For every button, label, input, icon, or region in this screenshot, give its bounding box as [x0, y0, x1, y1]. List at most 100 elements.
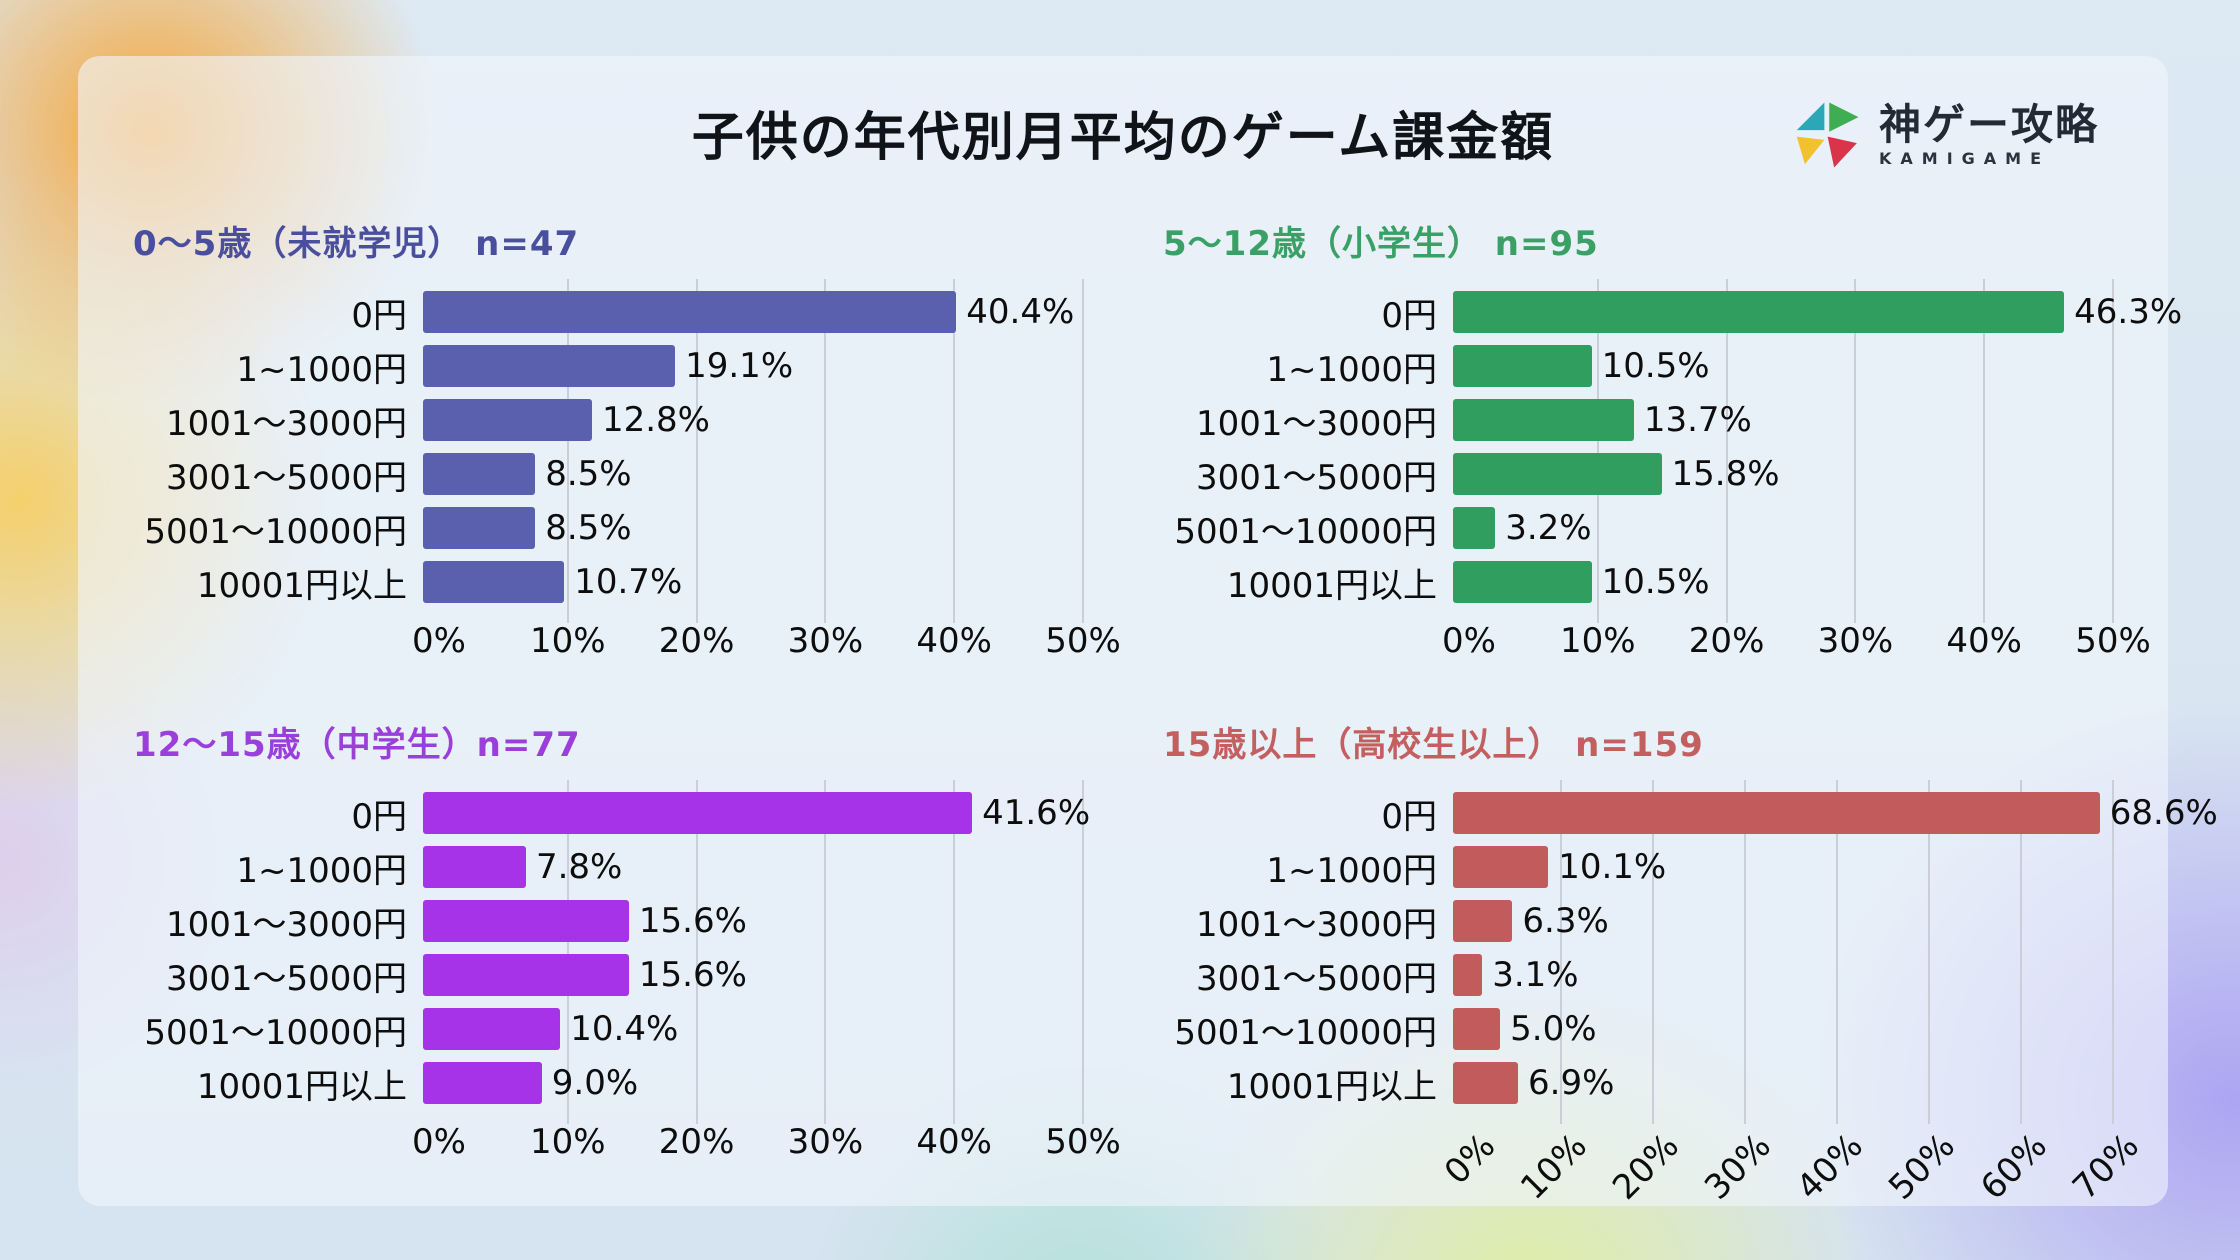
category-label: 10001円以上 — [1226, 1066, 1437, 1107]
category-label: 5001〜10000円 — [144, 511, 407, 552]
bar-area: 6.3% — [1453, 900, 2113, 942]
x-axis-1: 0% 10% 20% 30% 40% 50% — [1442, 609, 2151, 665]
bar-area: 68.6% — [1453, 792, 2218, 834]
bar — [1453, 291, 2065, 333]
bar-area: 10.5% — [1453, 561, 2113, 603]
chart-row: 1~1000円 10.1% — [1163, 840, 2113, 894]
chart-row: 1001〜3000円 13.7% — [1163, 393, 2113, 447]
bar — [1453, 846, 1549, 888]
axis-tick-label: 20% — [658, 1122, 735, 1162]
axis-tick-label: 60% — [1973, 1126, 2056, 1208]
gridline — [953, 780, 956, 1124]
axis-tick-label: 50% — [1045, 1122, 1121, 1162]
chart-row: 5001〜10000円 3.2% — [1163, 501, 2113, 555]
bar-area: 10.1% — [1453, 846, 2113, 888]
chart-row: 1001〜3000円 12.8% — [133, 393, 1083, 447]
gridline — [566, 279, 569, 623]
chart-title-2: 12〜15歳（中学生）n=77 — [133, 725, 581, 765]
grid-layer — [439, 279, 1084, 623]
chart-row: 3001〜5000円 8.5% — [133, 447, 1083, 501]
axis-tick-label: 50% — [2075, 621, 2151, 661]
bar-value-label: 46.3% — [2074, 292, 2183, 332]
x-axis-2: 0% 10% 20% 30% 40% 50% — [412, 1110, 1121, 1166]
chart-row: 0円 41.6% — [133, 786, 1090, 840]
bar-value-label: 15.6% — [638, 955, 747, 995]
chart-title-1: 5〜12歳（小学生） n=95 — [1163, 224, 1599, 264]
gridline — [566, 780, 569, 1124]
category-label: 3001〜5000円 — [165, 958, 407, 999]
axis-tick-label: 0% — [412, 621, 466, 661]
bar-area: 13.7% — [1453, 399, 2113, 441]
axis-tick-label: 10% — [1560, 621, 1636, 661]
axis-tick-label: 20% — [658, 621, 735, 661]
chart-row: 10001円以上 9.0% — [133, 1056, 1083, 1110]
gridline — [2020, 780, 2022, 1124]
bar — [423, 900, 629, 942]
bar-area: 10.7% — [423, 561, 1083, 603]
gridline — [1983, 279, 1986, 623]
bar-area: 3.2% — [1453, 507, 2113, 549]
category-label: 0円 — [1381, 796, 1437, 837]
category-label: 0円 — [351, 295, 407, 336]
chart-row: 1~1000円 10.5% — [1163, 339, 2113, 393]
category-label: 0円 — [351, 796, 407, 837]
bar — [1453, 345, 1592, 387]
gridline — [695, 279, 698, 623]
bar — [1453, 399, 1634, 441]
chart-row: 3001〜5000円 3.1% — [1163, 948, 2113, 1002]
chart-row: 0円 68.6% — [1163, 786, 2218, 840]
category-label: 1001〜3000円 — [1195, 403, 1437, 444]
gridline — [1928, 780, 1930, 1124]
bar — [423, 792, 973, 834]
bar-value-label: 9.0% — [551, 1063, 639, 1103]
bar-value-label: 5.0% — [1510, 1009, 1597, 1049]
category-label: 1~1000円 — [1266, 349, 1437, 390]
chart-panel-2: 12〜15歳（中学生）n=77 0円 41.6% 1~1000円 7.8% 1001〜30… — [133, 717, 1121, 1238]
gridline — [1744, 780, 1746, 1124]
bar — [423, 846, 526, 888]
bar-area: 3.1% — [1453, 954, 2113, 996]
chart-row: 1~1000円 7.8% — [133, 840, 1083, 894]
axis-tick-label: 0% — [1442, 621, 1496, 661]
axis-tick-label: 40% — [916, 1122, 992, 1162]
bar — [423, 291, 957, 333]
bar — [1453, 792, 2100, 834]
bar — [1453, 561, 1592, 603]
chart-title-0: 0〜5歳（未就学児） n=47 — [133, 224, 580, 264]
chart-row: 0円 40.4% — [133, 285, 1083, 339]
bar-area: 8.5% — [423, 453, 1083, 495]
axis-tick-label: 30% — [1817, 621, 1894, 661]
axis-tick-label: 0% — [1436, 1126, 1504, 1193]
axis-tick-label: 40% — [1946, 621, 2022, 661]
chart-rows-3: 0円 68.6% 1~1000円 10.1% 1001〜3000円 6.3% 3001〜50… — [1163, 780, 2218, 1124]
chart-row: 3001〜5000円 15.8% — [1163, 447, 2113, 501]
axis-tick-label: 30% — [787, 1122, 864, 1162]
axis-tick-label: 50% — [1881, 1126, 1964, 1208]
category-label: 0円 — [1381, 295, 1437, 336]
category-label: 3001〜5000円 — [1195, 958, 1437, 999]
bar-area: 5.0% — [1453, 1008, 2113, 1050]
bar-area: 41.6% — [423, 792, 1090, 834]
charts-grid: 0〜5歳（未就学児） n=47 0円 40.4% 1~1000円 19.1% 1001〜3… — [133, 216, 2218, 1238]
bar-value-label: 10.5% — [1601, 562, 1710, 602]
kamigame-logo-icon — [1796, 102, 1859, 168]
bar-area: 15.8% — [1453, 453, 2113, 495]
gridline — [1835, 780, 1838, 1124]
gridline — [1082, 279, 1084, 623]
category-label: 3001〜5000円 — [165, 457, 407, 498]
bar-value-label: 8.5% — [545, 454, 632, 494]
bar-value-label: 7.8% — [535, 847, 623, 887]
gridline — [1082, 780, 1084, 1124]
bar — [1453, 1062, 1519, 1104]
bar — [1453, 1008, 1501, 1050]
chart-panel-1: 5〜12歳（小学生） n=95 0円 46.3% 1~1000円 10.5% 1001〜3… — [1163, 216, 2182, 665]
bar — [423, 345, 676, 387]
bar-value-label: 10.4% — [570, 1009, 679, 1049]
bar-value-label: 41.6% — [982, 793, 1091, 833]
category-label: 3001〜5000円 — [1195, 457, 1437, 498]
bar-value-label: 10.1% — [1558, 847, 1667, 887]
page-title: 子供の年代別月平均のゲーム課金額 — [691, 108, 1555, 168]
chart-row: 5001〜10000円 10.4% — [133, 1002, 1083, 1056]
category-label: 1001〜3000円 — [165, 904, 407, 945]
bar-area: 8.5% — [423, 507, 1083, 549]
